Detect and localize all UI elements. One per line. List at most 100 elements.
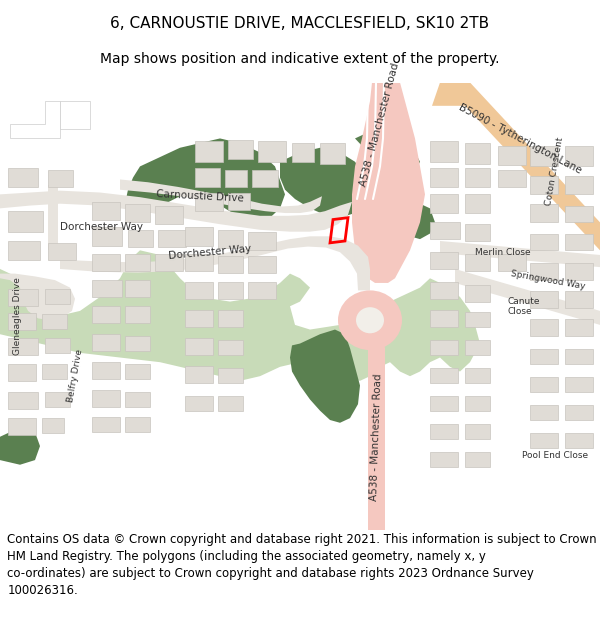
Bar: [225, 170, 247, 187]
Bar: [185, 310, 213, 327]
Polygon shape: [440, 241, 600, 267]
Bar: [565, 291, 593, 308]
Text: Pool End Close: Pool End Close: [522, 451, 588, 460]
Bar: [258, 141, 286, 162]
Bar: [185, 282, 213, 299]
Bar: [8, 168, 38, 187]
Bar: [92, 334, 120, 351]
Bar: [92, 227, 122, 246]
Bar: [430, 141, 458, 162]
Polygon shape: [60, 101, 90, 129]
Text: B5090 - Tytherington Lane: B5090 - Tytherington Lane: [457, 102, 583, 175]
Bar: [218, 340, 243, 355]
Bar: [125, 364, 150, 379]
Bar: [8, 392, 38, 409]
Bar: [195, 192, 223, 211]
Bar: [42, 364, 67, 379]
Bar: [430, 452, 458, 467]
Bar: [320, 143, 345, 164]
Bar: [292, 143, 314, 162]
Polygon shape: [48, 185, 58, 250]
Polygon shape: [10, 101, 60, 138]
Bar: [185, 254, 213, 271]
Polygon shape: [280, 148, 370, 218]
Bar: [530, 319, 558, 336]
Bar: [218, 282, 243, 299]
Bar: [530, 291, 558, 308]
Bar: [530, 377, 558, 392]
Bar: [125, 392, 150, 407]
Bar: [248, 256, 276, 272]
Bar: [125, 306, 150, 323]
Polygon shape: [432, 82, 600, 250]
Bar: [565, 234, 593, 250]
Polygon shape: [120, 179, 322, 213]
Bar: [185, 366, 213, 382]
Text: Belfry Drive: Belfry Drive: [66, 349, 84, 404]
Bar: [155, 206, 183, 224]
Bar: [92, 306, 120, 323]
Bar: [565, 349, 593, 364]
Bar: [155, 254, 183, 271]
Bar: [8, 338, 38, 355]
Text: Merlin Close: Merlin Close: [475, 248, 530, 257]
Polygon shape: [290, 329, 360, 422]
Bar: [530, 349, 558, 364]
Bar: [530, 234, 558, 250]
Polygon shape: [362, 325, 385, 530]
Text: Canute
Close: Canute Close: [508, 296, 541, 316]
Bar: [498, 254, 526, 271]
Circle shape: [356, 307, 384, 333]
Bar: [465, 312, 490, 327]
Text: Gleneagles Drive: Gleneagles Drive: [13, 277, 23, 354]
Bar: [218, 396, 243, 411]
Polygon shape: [352, 82, 425, 283]
Polygon shape: [405, 204, 435, 239]
Bar: [195, 141, 223, 162]
Bar: [125, 204, 150, 222]
Bar: [92, 362, 120, 379]
Bar: [465, 424, 490, 439]
Polygon shape: [355, 124, 420, 176]
Bar: [530, 263, 558, 280]
Bar: [565, 319, 593, 336]
Bar: [125, 418, 150, 432]
Polygon shape: [125, 138, 285, 222]
Bar: [465, 368, 490, 382]
Bar: [565, 433, 593, 448]
Bar: [218, 256, 243, 272]
Bar: [92, 202, 120, 221]
Bar: [92, 280, 122, 297]
Bar: [8, 211, 43, 232]
Bar: [465, 340, 490, 355]
Bar: [128, 230, 153, 247]
Bar: [218, 230, 243, 249]
Text: Dorchester Way: Dorchester Way: [60, 222, 143, 232]
Bar: [465, 143, 490, 164]
Polygon shape: [0, 428, 40, 465]
Bar: [565, 146, 593, 166]
Bar: [530, 146, 558, 166]
Bar: [248, 232, 276, 250]
Bar: [430, 282, 458, 299]
Bar: [42, 314, 67, 329]
Bar: [125, 336, 150, 351]
Bar: [430, 252, 458, 269]
Bar: [8, 364, 36, 381]
Bar: [498, 146, 526, 164]
Polygon shape: [60, 236, 370, 291]
Text: A538 - Manchester Road: A538 - Manchester Road: [369, 373, 383, 501]
Text: Dorchester Way: Dorchester Way: [168, 244, 252, 261]
Bar: [218, 310, 243, 327]
Bar: [565, 377, 593, 392]
Bar: [185, 338, 213, 355]
Bar: [92, 254, 120, 271]
Bar: [530, 433, 558, 448]
Bar: [465, 396, 490, 411]
Bar: [565, 206, 593, 222]
Bar: [185, 396, 213, 411]
Bar: [465, 224, 490, 241]
Bar: [125, 254, 150, 271]
Text: Contains OS data © Crown copyright and database right 2021. This information is : Contains OS data © Crown copyright and d…: [7, 533, 600, 597]
Bar: [252, 170, 278, 187]
